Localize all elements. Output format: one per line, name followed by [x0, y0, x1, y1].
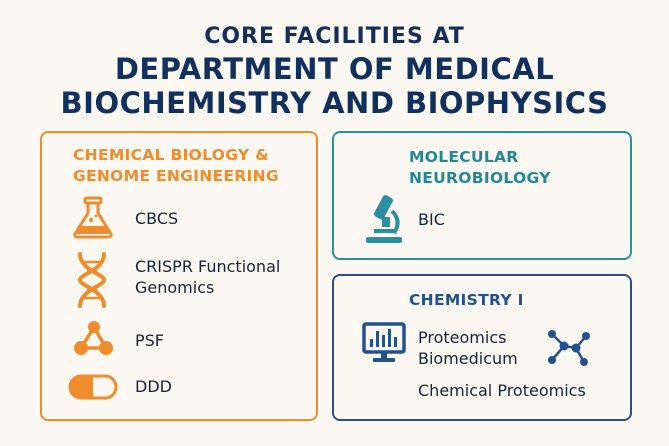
heading-line: GENOME ENGINEERING: [73, 167, 279, 185]
title-line-3: BIOCHEMISTRY AND BIOPHYSICS: [60, 86, 609, 120]
heading-line: NEUROBIOLOGY: [409, 169, 551, 187]
title-line-2: DEPARTMENT OF MEDICAL: [114, 52, 555, 86]
molecular-neurobiology-heading: MOLECULAR NEUROBIOLOGY: [409, 147, 619, 189]
chemistry-heading: CHEMISTRY I: [409, 291, 524, 309]
monitor-chart-icon: [362, 322, 406, 362]
proteomics-label-line: Proteomics: [418, 328, 507, 347]
psf-label: PSF: [135, 331, 165, 350]
network-molecule-icon: [548, 330, 590, 366]
chemical-proteomics-label: Chemical Proteomics: [418, 381, 586, 400]
flask-icon: [73, 196, 113, 239]
ddd-label: DDD: [135, 377, 172, 396]
chemical-biology-panel: CHEMICAL BIOLOGY & GENOME ENGINEERING CB…: [40, 131, 318, 421]
molecular-neurobiology-panel: MOLECULAR NEUROBIOLOGY BIC: [332, 131, 632, 260]
heading-line: MOLECULAR: [409, 148, 519, 166]
bic-label: BIC: [418, 210, 445, 229]
capsule-icon: [68, 374, 118, 400]
chemical-biology-heading: CHEMICAL BIOLOGY & GENOME ENGINEERING: [73, 145, 313, 187]
proteomics-label-line: Biomedicum: [418, 349, 518, 368]
crispr-label-line: CRISPR Functional: [135, 257, 281, 276]
microscope-icon: [366, 195, 402, 243]
molecule-icon: [74, 321, 113, 355]
dna-icon: [77, 252, 107, 308]
crispr-label-line: Genomics: [135, 278, 215, 297]
heading-line: CHEMICAL BIOLOGY &: [73, 146, 269, 164]
crispr-label: CRISPR Functional Genomics: [135, 256, 280, 298]
cbcs-label: CBCS: [135, 209, 179, 228]
title-line-1: CORE FACILITIES AT: [204, 24, 465, 49]
chemistry-panel: CHEMISTRY I Proteomics Biomedicum Chemic…: [332, 274, 632, 421]
proteomics-biomedicum-label: Proteomics Biomedicum: [418, 327, 518, 369]
